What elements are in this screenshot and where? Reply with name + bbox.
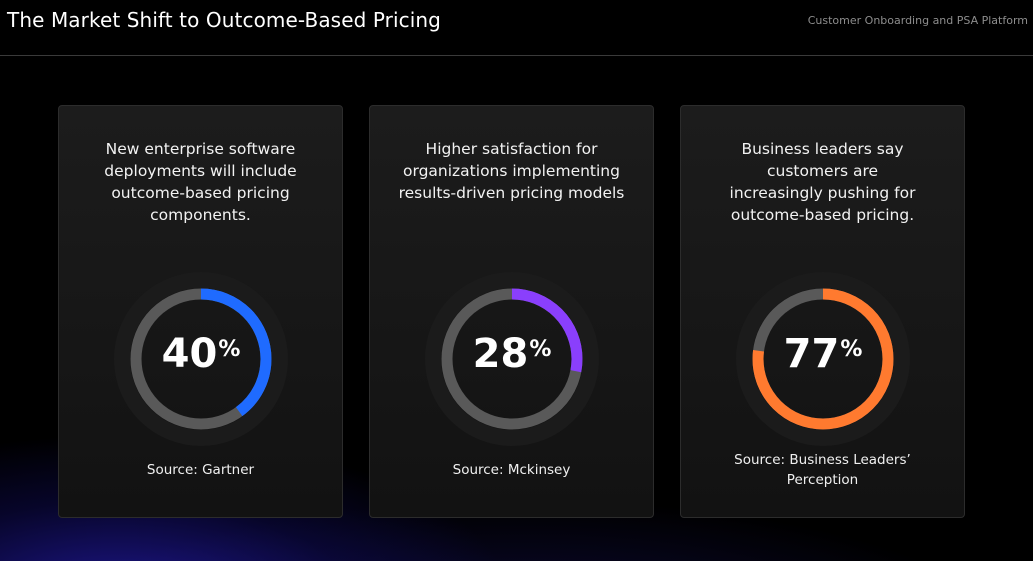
page-title: The Market Shift to Outcome-Based Pricin… [7,8,441,32]
progress-ring-halo [736,272,910,446]
stat-number: 40 [161,331,218,377]
stat-description: Business leaders say customers are incre… [729,140,916,224]
stat-source: Source: Mckinsey [452,462,571,478]
stat-value: 28% [425,324,599,384]
progress-ring: 40% [114,272,288,446]
stat-source: Source: Business Leaders’ Perception [734,452,911,488]
stat-value: 40% [114,324,288,384]
progress-ring-halo [425,272,599,446]
stat-source: Source: Gartner [146,462,255,478]
stat-card-gartner: New enterprise software deployments will… [58,105,343,518]
stat-card-mckinsey: Higher satisfaction for organizations im… [369,105,654,518]
stat-number: 77 [783,331,840,377]
progress-ring-graphic [114,272,288,446]
stat-value: 77% [736,324,910,384]
stat-card-business-leaders: Business leaders say customers are incre… [680,105,965,518]
page-subtitle: Customer Onboarding and PSA Platform [807,14,1028,27]
stat-unit: % [529,337,552,362]
page-header: The Market Shift to Outcome-Based Pricin… [0,0,1033,56]
progress-ring-fill [752,288,894,430]
stat-description: New enterprise software deployments will… [104,140,297,224]
progress-ring-fill [441,288,583,430]
progress-ring-halo [114,272,288,446]
stat-number: 28 [472,331,529,377]
stat-unit: % [840,337,863,362]
stat-description: Higher satisfaction for organizations im… [398,140,625,202]
progress-ring: 77% [736,272,910,446]
progress-ring-graphic [425,272,599,446]
progress-ring-graphic [736,272,910,446]
stat-unit: % [218,337,241,362]
progress-ring-fill [130,288,272,430]
progress-ring: 28% [425,272,599,446]
